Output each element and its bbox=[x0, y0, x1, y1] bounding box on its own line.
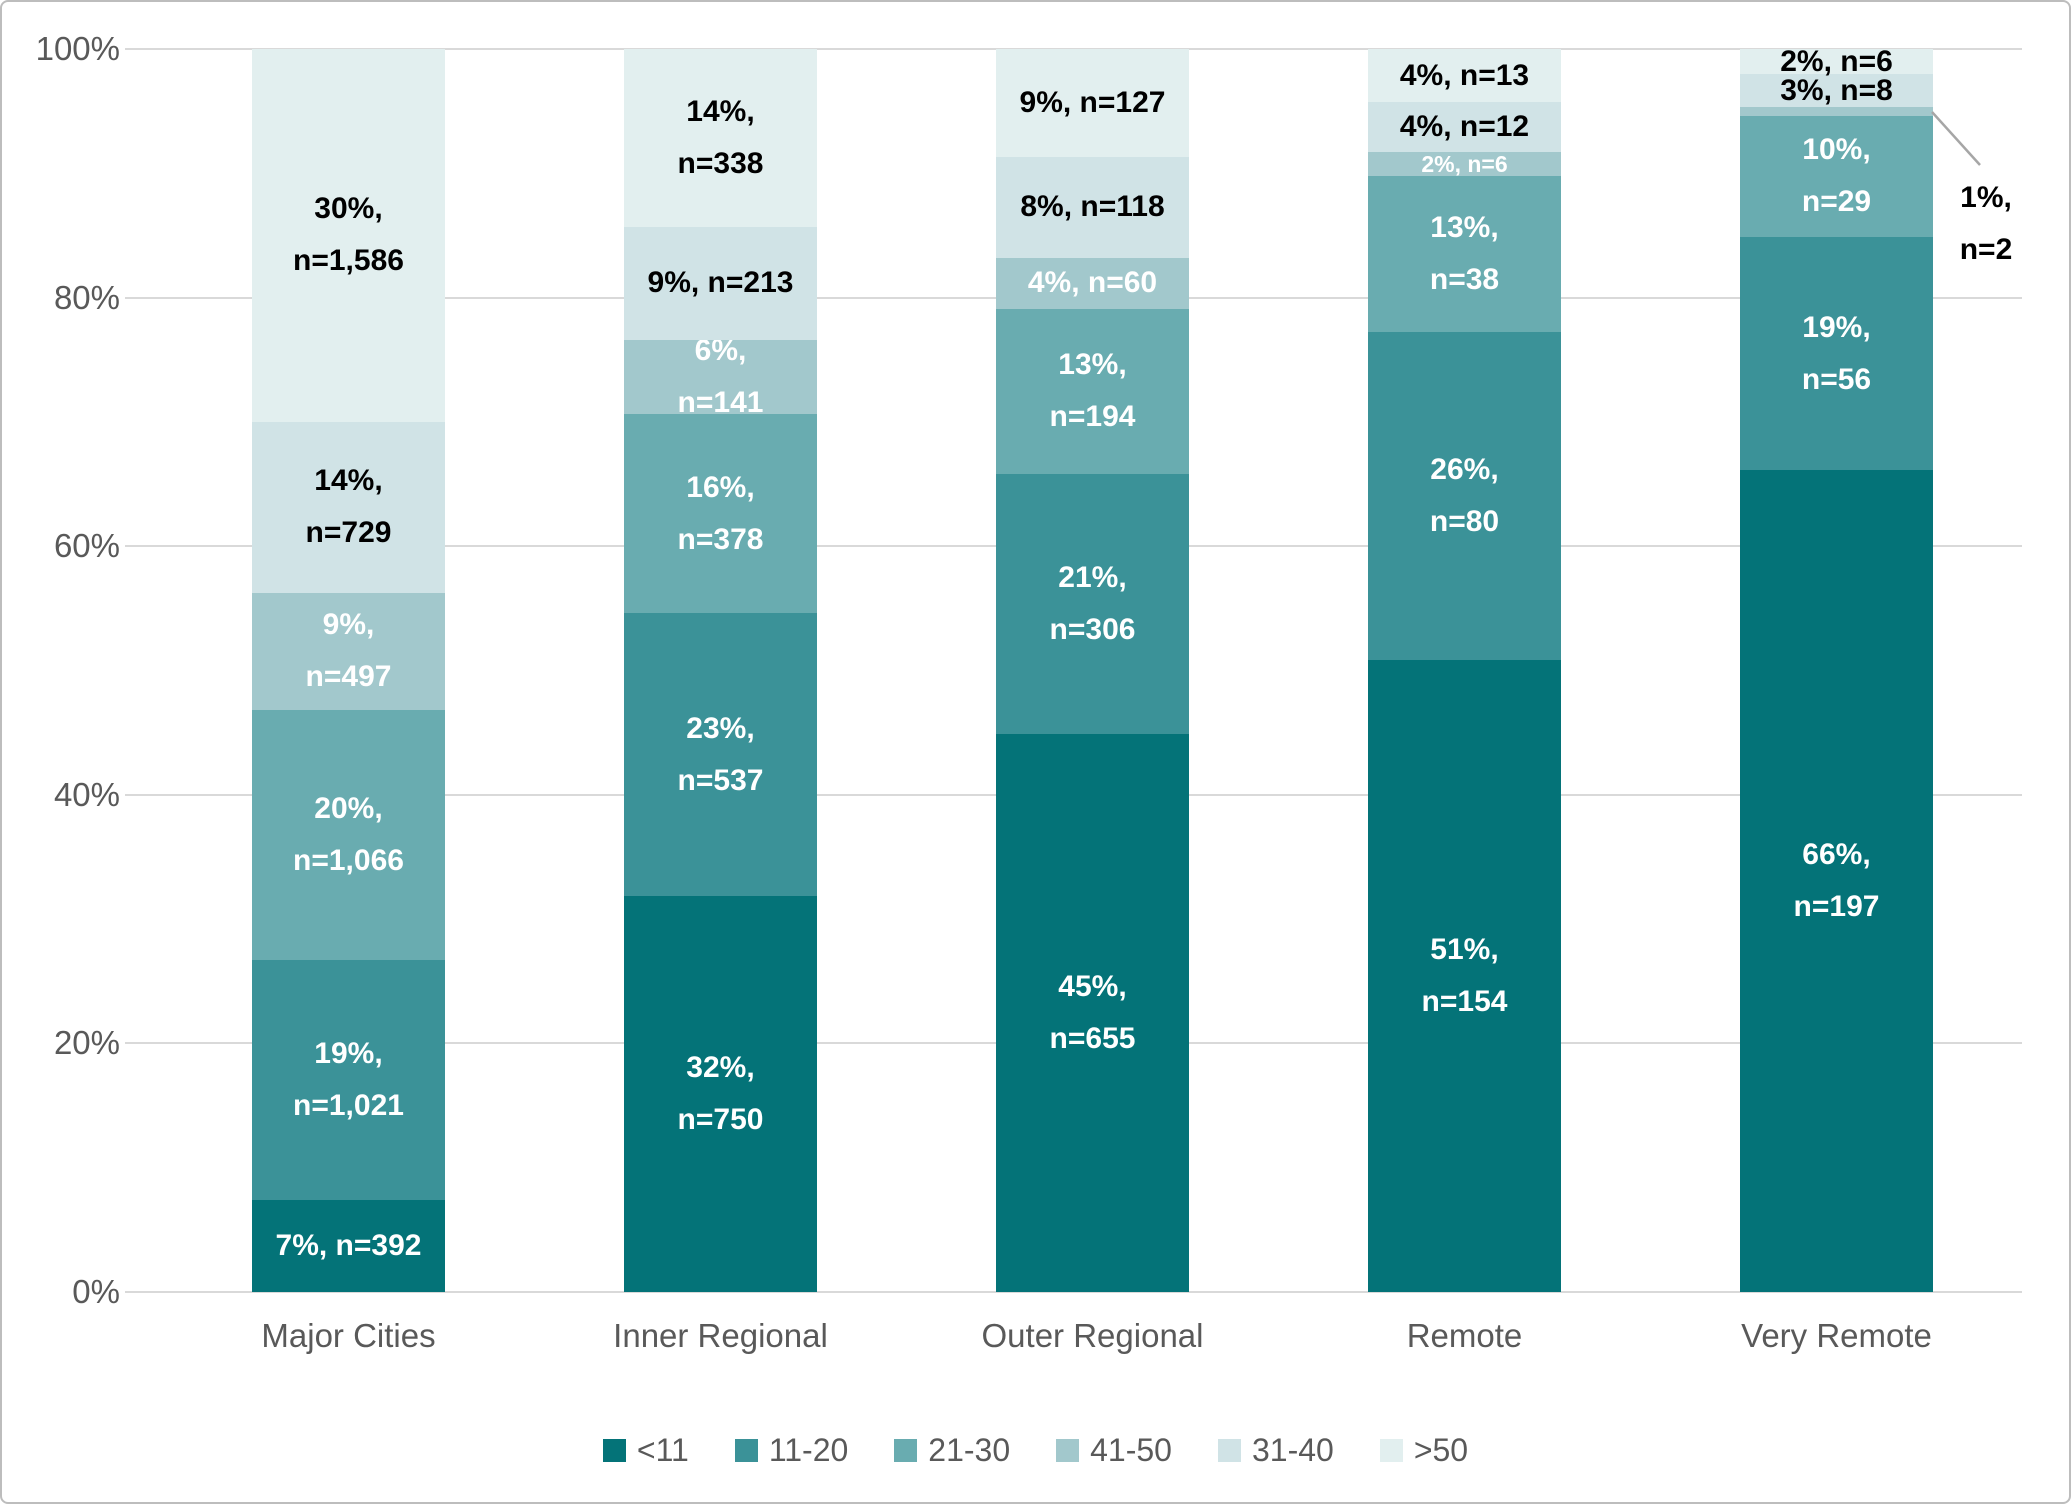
segment-label: 13%, n=194 bbox=[1049, 348, 1136, 434]
y-gridline bbox=[125, 48, 2022, 50]
bar-segment-50: 2%, n=6 bbox=[1740, 45, 1933, 78]
bar-segment-11: 32%, n=750 bbox=[624, 896, 817, 1292]
bar-segment-21-30: 10%, n=29 bbox=[1740, 115, 1933, 237]
segment-label: 9%, n=127 bbox=[1019, 86, 1166, 120]
segment-label: 66%, n=197 bbox=[1793, 838, 1880, 924]
callout-leader-line bbox=[1931, 111, 1981, 166]
callout-label-line1: 1%, bbox=[1960, 181, 2012, 214]
legend-item-41-50: 41-50 bbox=[1056, 1432, 1172, 1469]
y-axis-tick-label: 60% bbox=[53, 527, 120, 565]
x-axis-label-major-cities: Major Cities bbox=[261, 1317, 436, 1354]
bar-segment-21-30: 20%, n=1,066 bbox=[252, 709, 445, 961]
segment-label: 8%, n=118 bbox=[1020, 190, 1165, 224]
segment-label: 4%, n=13 bbox=[1399, 58, 1530, 92]
legend: <11 11-20 21-30 41-50 31-40 >50 bbox=[2, 1422, 2069, 1478]
bar-segment-31-40: 8%, n=118 bbox=[996, 157, 1189, 258]
bar-segment-50: 9%, n=127 bbox=[996, 49, 1189, 158]
bar-segment-21-30: 16%, n=378 bbox=[624, 413, 817, 614]
segment-label: 26%, n=80 bbox=[1429, 453, 1500, 539]
legend-swatch bbox=[1056, 1438, 1080, 1462]
segment-label: 4%, n=60 bbox=[1027, 266, 1158, 300]
bar-segment-11: 66%, n=197 bbox=[1740, 470, 1933, 1292]
x-axis-label-outer-regional: Outer Regional bbox=[981, 1317, 1204, 1354]
segment-label: 9%, n=497 bbox=[305, 608, 392, 694]
bar-segment-11-20: 23%, n=537 bbox=[624, 613, 817, 897]
y-axis-tick-label: 100% bbox=[35, 30, 120, 67]
legend-item-11-20: 11-20 bbox=[734, 1431, 849, 1469]
x-axis-label-very-remote: Very Remote bbox=[1741, 1317, 1932, 1354]
bar-segment-31-40: 3%, n=8 bbox=[1740, 74, 1933, 108]
y-axis-tick-label: 80% bbox=[53, 278, 120, 316]
legend-swatch bbox=[734, 1438, 758, 1462]
segment-label: 14%, n=729 bbox=[305, 464, 392, 550]
segment-label: 30%, n=1,586 bbox=[293, 192, 404, 278]
legend-item-50: >50 bbox=[1379, 1431, 1469, 1469]
bar-segment-31-40: 4%, n=12 bbox=[1368, 102, 1561, 152]
bar-segment-41-50: 6%, n=141 bbox=[624, 334, 817, 419]
legend-swatch bbox=[894, 1438, 918, 1462]
legend-label: <11 bbox=[636, 1431, 689, 1468]
bar-segment-11-20: 21%, n=306 bbox=[996, 473, 1189, 735]
legend-label: 41-50 bbox=[1090, 1431, 1172, 1468]
segment-label: 7%, n=392 bbox=[275, 1228, 422, 1262]
segment-label: 2%, n=6 bbox=[1421, 150, 1508, 177]
bar-segment-41-50 bbox=[1740, 107, 1933, 116]
bar-very-remote: 66%, n=197 19%, n=56 10%, n=29 3%, n=8 2%, n=6 bbox=[1740, 45, 1933, 1292]
segment-label: 14%, n=338 bbox=[677, 95, 764, 181]
bar-outer-regional: 45%, n=655 21%, n=306 13%, n=194 4%, n=60 8%, n… bbox=[996, 49, 1189, 1292]
bar-segment-31-40: 9%, n=213 bbox=[624, 227, 817, 340]
segment-label: 20%, n=1,066 bbox=[293, 791, 404, 877]
bar-segment-11: 51%, n=154 bbox=[1368, 660, 1561, 1292]
segment-label: 6%, n=141 bbox=[677, 333, 764, 419]
segment-label: 23%, n=537 bbox=[677, 711, 764, 797]
legend-label: 21-30 bbox=[928, 1431, 1011, 1468]
bar-segment-21-30: 13%, n=38 bbox=[1368, 176, 1561, 333]
bar-segment-50: 14%, n=338 bbox=[624, 49, 817, 228]
segment-label: 51%, n=154 bbox=[1421, 933, 1508, 1019]
bar-segment-41-50: 2%, n=6 bbox=[1368, 151, 1561, 177]
bar-segment-11-20: 26%, n=80 bbox=[1368, 332, 1561, 661]
y-axis-tick-label: 20% bbox=[53, 1024, 120, 1062]
segment-label: 32%, n=750 bbox=[677, 1051, 764, 1137]
bar-segment-50: 30%, n=1,586 bbox=[252, 49, 445, 422]
bar-segment-31-40: 14%, n=729 bbox=[252, 421, 445, 593]
bar-inner-regional: 32%, n=750 23%, n=537 16%, n=378 6%, n=141 9%, n… bbox=[624, 49, 817, 1292]
y-gridline bbox=[125, 1291, 2022, 1293]
x-axis-label-remote: Remote bbox=[1406, 1317, 1523, 1354]
segment-label: 21%, n=306 bbox=[1049, 561, 1136, 647]
segment-label: 2%, n=6 bbox=[1780, 44, 1893, 78]
legend-item-21-30: 21-30 bbox=[894, 1432, 1010, 1469]
legend-swatch bbox=[1217, 1438, 1241, 1462]
segment-label: 9%, n=213 bbox=[647, 266, 794, 300]
bar-remote: 51%, n=154 26%, n=80 13%, n=38 2%, n=6 4%, n=12… bbox=[1368, 49, 1561, 1292]
legend-label: 11-20 bbox=[768, 1431, 849, 1468]
segment-label: 13%, n=38 bbox=[1429, 211, 1500, 297]
legend-label: >50 bbox=[1413, 1431, 1469, 1468]
bar-segment-21-30: 13%, n=194 bbox=[996, 308, 1189, 474]
callout-label-line2: n=2 bbox=[1959, 233, 2013, 266]
segment-label: 45%, n=655 bbox=[1049, 970, 1136, 1056]
callout-label: 1%, n=2 bbox=[1926, 172, 2046, 276]
legend-swatch bbox=[1379, 1438, 1403, 1462]
segment-label: 19%, n=1,021 bbox=[293, 1036, 404, 1122]
y-axis-tick-label: 40% bbox=[53, 775, 120, 813]
bar-segment-11: 7%, n=392 bbox=[252, 1199, 445, 1292]
legend-swatch bbox=[602, 1438, 626, 1462]
segment-label: 16%, n=378 bbox=[677, 470, 764, 556]
legend-item-11: <11 bbox=[602, 1431, 689, 1469]
legend-item-31-40: 31-40 bbox=[1217, 1431, 1334, 1469]
bar-segment-11-20: 19%, n=56 bbox=[1740, 236, 1933, 471]
bar-segment-41-50: 4%, n=60 bbox=[996, 257, 1189, 309]
bar-segment-41-50: 9%, n=497 bbox=[252, 592, 445, 710]
segment-label: 4%, n=12 bbox=[1399, 109, 1530, 143]
bar-segment-50: 4%, n=13 bbox=[1368, 49, 1561, 103]
bar-segment-11-20: 19%, n=1,021 bbox=[252, 960, 445, 1200]
legend-label: 31-40 bbox=[1251, 1431, 1334, 1468]
y-axis-tick-label: 0% bbox=[72, 1273, 120, 1310]
bar-major-cities: 7%, n=392 19%, n=1,021 20%, n=1,066 9%, n=497 1… bbox=[252, 49, 445, 1292]
bar-segment-11: 45%, n=655 bbox=[996, 734, 1189, 1292]
x-axis-label-inner-regional: Inner Regional bbox=[613, 1317, 828, 1354]
